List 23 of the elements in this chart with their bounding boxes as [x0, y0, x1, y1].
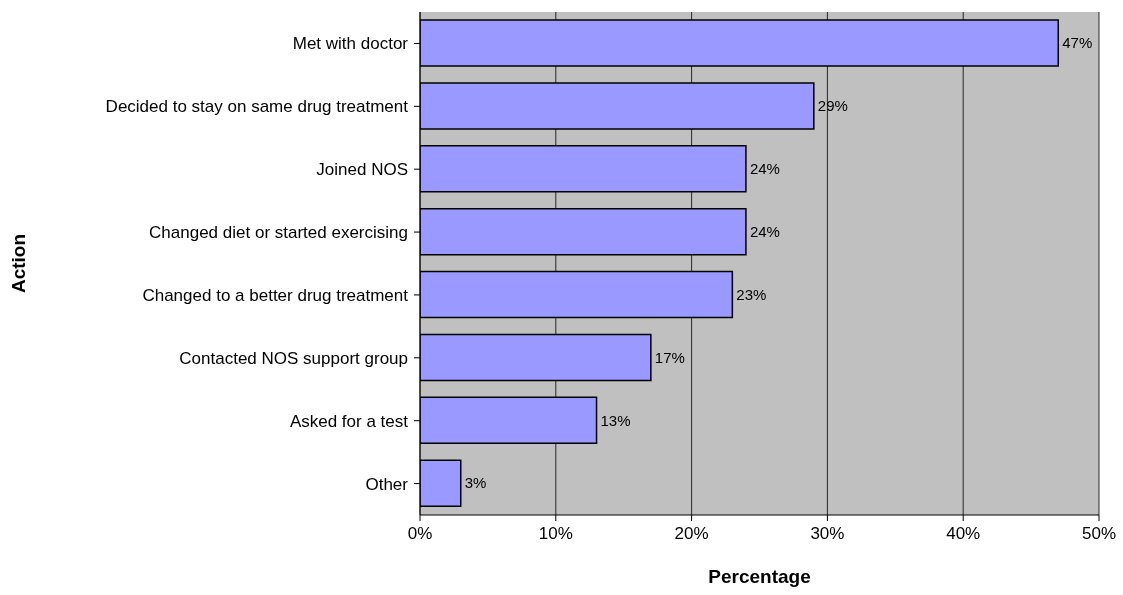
y-tick-label: Asked for a test — [289, 411, 409, 431]
y-axis-title: Action — [7, 233, 29, 294]
y-tick-label: Changed to a better drug treatment — [142, 285, 409, 305]
y-tick-label: Other — [365, 474, 409, 494]
x-axis-title: Percentage — [708, 566, 811, 587]
x-tick-label: 0% — [407, 524, 433, 544]
data-label: 47% — [1062, 34, 1093, 52]
y-tick-label: Changed diet or started exercising — [149, 223, 408, 243]
y-tick-label: Contacted NOS support group — [179, 348, 408, 368]
x-tick-label: 10% — [538, 524, 573, 544]
y-tick-label: Met with doctor — [292, 34, 409, 54]
data-label: 17% — [654, 348, 685, 366]
data-label: 13% — [600, 411, 631, 429]
x-tick-label: 20% — [674, 524, 709, 544]
data-label: 24% — [749, 160, 780, 178]
x-tick-label: 50% — [1081, 524, 1117, 544]
data-label: 23% — [736, 285, 767, 303]
x-tick-label: 30% — [810, 524, 845, 544]
data-label: 3% — [464, 474, 487, 492]
y-tick-label: Decided to stay on same drug treatment — [105, 97, 409, 117]
data-label: 24% — [749, 222, 780, 240]
y-tick-label: Joined NOS — [316, 160, 408, 180]
x-tick-label: 40% — [946, 524, 981, 544]
